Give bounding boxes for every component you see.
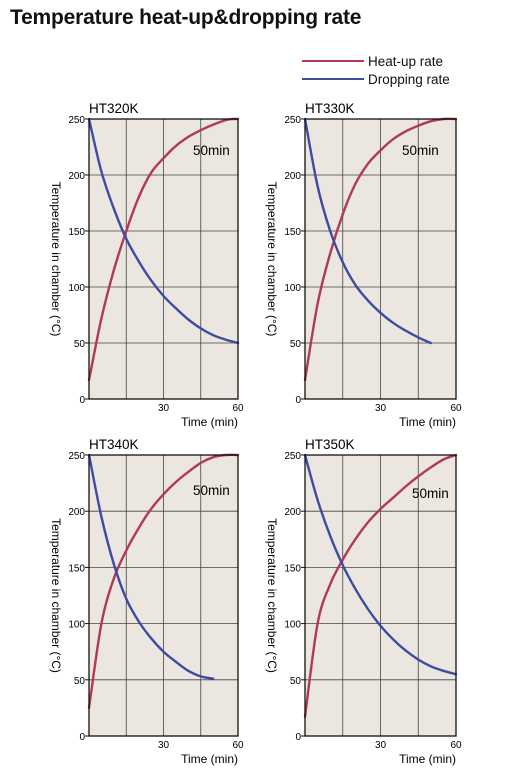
chart-panel-1: 0 50 100 150 200 250 30 60 HT320K Time (min) Tempe… [49,101,244,429]
x-axis-label: Time (min) [399,415,456,429]
legend-swatch-heat-up [302,60,364,62]
y-tick-label: 0 [295,395,301,406]
x-tick-label: 60 [450,403,462,414]
y-tick-label: 0 [79,395,85,406]
y-axis-label: Temperature in chamber (°C) [265,518,279,673]
series-line-dropping [303,453,458,676]
y-axis-label: Temperature in chamber (°C) [49,518,63,673]
legend-label-dropping: Dropping rate [368,71,450,87]
y-tick-label: 150 [68,227,85,238]
x-tick-label: 30 [375,740,387,751]
legend-item-dropping: Dropping rate [302,70,450,88]
chart-panel-2: 0 50 100 150 200 250 30 60 HT330K Time (min) Tempe… [265,101,462,429]
annotation-50min: 50min [402,143,439,158]
legend: Heat-up rate Dropping rate [302,52,450,88]
chart-title: HT350K [305,437,355,452]
x-tick-label: 60 [450,740,462,751]
plot-frame [88,454,239,737]
x-tick-label: 30 [158,403,170,414]
series-line-heat-up [303,117,458,382]
x-tick-label: 30 [375,403,387,414]
y-axis-label: Temperature in chamber (°C) [49,182,63,337]
y-tick-label: 150 [284,227,301,238]
y-tick-label: 200 [68,507,85,518]
chart-title: HT320K [89,101,139,116]
y-tick-label: 150 [284,563,301,574]
y-tick-label: 250 [68,115,85,126]
y-tick-label: 150 [68,563,85,574]
annotation-50min: 50min [412,486,449,501]
y-tick-label: 250 [284,115,301,126]
plot-frame [304,454,457,737]
y-tick-label: 0 [79,732,85,743]
legend-swatch-dropping [302,78,364,80]
y-tick-label: 50 [290,676,302,687]
page-title: Temperature heat-up&dropping rate [10,6,362,29]
y-tick-label: 100 [284,283,301,294]
y-tick-label: 100 [68,283,85,294]
y-tick-label: 50 [74,676,86,687]
y-tick-label: 50 [290,339,302,350]
x-axis-label: Time (min) [181,415,238,429]
x-axis-label: Time (min) [181,752,238,766]
legend-item-heat-up: Heat-up rate [302,52,450,70]
y-tick-label: 100 [68,620,85,631]
series-line-heat-up [87,453,240,710]
series-line-heat-up [87,117,240,382]
y-tick-label: 250 [284,451,301,462]
chart-panel-4: 0 50 100 150 200 250 30 60 HT350K Time (min) Tempe… [265,437,462,766]
series-line-heat-up [303,453,458,719]
plot-frame [304,118,457,400]
annotation-50min: 50min [193,483,230,498]
y-tick-label: 0 [295,732,301,743]
plot-frame [88,118,239,400]
chart-title: HT340K [89,437,139,452]
y-tick-label: 200 [284,507,301,518]
series-line-dropping [87,117,240,345]
y-tick-label: 200 [68,171,85,182]
y-tick-label: 200 [284,171,301,182]
x-tick-label: 60 [232,403,244,414]
y-tick-label: 250 [68,451,85,462]
chart-panel-3: 0 50 100 150 200 250 30 60 HT340K Time (min) Tempe… [49,437,244,766]
series-line-dropping [87,453,215,680]
x-tick-label: 30 [158,740,170,751]
annotation-50min: 50min [193,143,230,158]
x-axis-label: Time (min) [399,752,456,766]
legend-label-heat-up: Heat-up rate [368,53,444,69]
series-line-dropping [303,117,432,345]
y-axis-label: Temperature in chamber (°C) [265,182,279,337]
x-tick-label: 60 [232,740,244,751]
chart-title: HT330K [305,101,355,116]
y-tick-label: 50 [74,339,86,350]
y-tick-label: 100 [284,620,301,631]
